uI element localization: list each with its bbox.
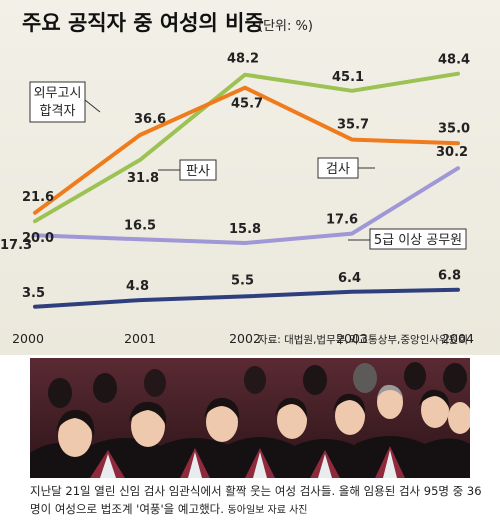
legend-label-1-0: 판사 [186,164,210,179]
x-tick-2003: 2003 [336,331,368,346]
data-label-s0-p2: 45.7 [231,97,263,112]
series-line-1 [33,71,460,224]
x-tick-2001: 2001 [124,331,156,346]
callout-leader-0 [84,99,101,113]
callout-box-3 [369,228,467,250]
chart-unit: (단위: %) [258,19,313,34]
callout-box-1 [179,159,217,181]
callout-box-0 [29,81,86,123]
data-label-s0-p1: 36.6 [134,112,166,127]
series-line-2 [33,166,460,245]
data-label-s3-p2: 5.5 [231,273,254,288]
source-note: 자료: 대법원,법무부,외교통상부,중앙인사위원회 [258,333,468,346]
data-label-s1-p2: 48.2 [227,52,259,67]
series-line-3 [33,287,460,309]
photo-female-prosecutors [30,358,470,478]
chart-title: 주요 공직자 중 여성의 비중 [22,11,264,35]
caption-text: 지난달 21일 열린 신임 검사 임관식에서 활짝 웃는 여성 검사들. 올해 … [30,484,482,516]
data-label-s3-p1: 4.8 [126,279,149,294]
data-label-s2-p3: 17.6 [326,213,358,228]
data-label-s0-p0: 21.6 [22,190,54,205]
legend-label-2-0: 검사 [326,162,350,177]
data-label-s3-p0: 3.5 [22,286,45,301]
legend-label-0-1: 합격자 [40,104,76,119]
x-tick-2002: 2002 [229,331,261,346]
photo-caption: 지난달 21일 열린 신임 검사 임관식에서 활짝 웃는 여성 검사들. 올해 … [30,482,485,520]
series-line-0 [33,85,460,215]
callout-box-2 [317,157,359,179]
data-label-s0-p3: 35.7 [337,118,369,133]
data-label-s3-p4: 6.8 [438,269,461,284]
legend-label-3-0: 5급 이상 공무원 [374,233,462,248]
data-label-s2-p0: 17.3 [0,238,32,253]
data-label-s2-p4: 30.2 [436,145,468,160]
data-label-s1-p1: 31.8 [127,171,159,186]
data-label-s3-p3: 6.4 [338,271,361,286]
data-label-s2-p2: 15.8 [229,222,261,237]
caption-credit: 동아일보 자료 사진 [227,505,308,516]
legend-label-0-0: 외무고시 [34,86,82,101]
data-label-s2-p1: 16.5 [124,218,156,233]
x-tick-2000: 2000 [12,331,44,346]
data-label-s0-p4: 35.0 [438,121,470,136]
data-label-s1-p3: 45.1 [332,70,364,85]
data-label-s1-p4: 48.4 [438,53,470,68]
data-label-s1-p0: 20.0 [22,231,54,246]
x-tick-2004: 2004 [442,331,474,346]
